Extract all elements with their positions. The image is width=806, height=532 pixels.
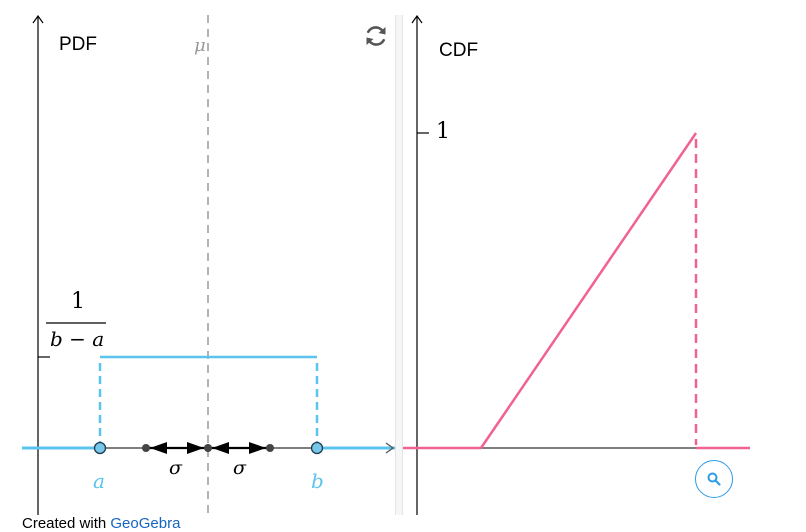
mean-label: μ [194, 35, 206, 56]
credit-line: Created with GeoGebra [22, 515, 180, 532]
cdf-graphics-view[interactable]: CDF 1 [403, 15, 750, 515]
pdf-title: PDF [59, 34, 97, 56]
density-denominator: b − a [50, 327, 104, 351]
pdf-graphics-view[interactable]: PDF μ 1 b − a a b σ σ [22, 15, 395, 515]
sigma-mean-arrowhead-left [187, 442, 204, 454]
cdf-tick-one-label: 1 [436, 119, 450, 144]
sigma-label-right: σ [233, 457, 246, 479]
pdf-plot [22, 15, 395, 515]
sigma-mean-arrowhead-right [212, 442, 229, 454]
mean-point [204, 444, 212, 452]
upper-bound-label: b [311, 469, 324, 493]
refresh-icon [363, 23, 389, 49]
cdf-title: CDF [439, 40, 478, 62]
magnifier-icon [706, 471, 722, 487]
sigma-minus-point [142, 444, 150, 452]
sigma-label-left: σ [169, 457, 182, 479]
point-a-handle[interactable] [95, 443, 106, 454]
geogebra-link[interactable]: GeoGebra [110, 515, 180, 532]
lower-bound-label: a [93, 469, 105, 493]
point-b-handle[interactable] [312, 443, 323, 454]
sigma-left-arrowhead [150, 442, 167, 454]
cdf-plot [403, 15, 750, 515]
panel-divider[interactable] [395, 15, 403, 515]
credit-prefix: Created with [22, 515, 110, 532]
density-numerator: 1 [71, 289, 85, 314]
sigma-plus-point [266, 444, 274, 452]
reset-button[interactable] [361, 21, 391, 51]
sigma-right-arrowhead [249, 442, 266, 454]
zoom-button[interactable] [695, 460, 733, 498]
cdf-ramp [481, 133, 696, 448]
